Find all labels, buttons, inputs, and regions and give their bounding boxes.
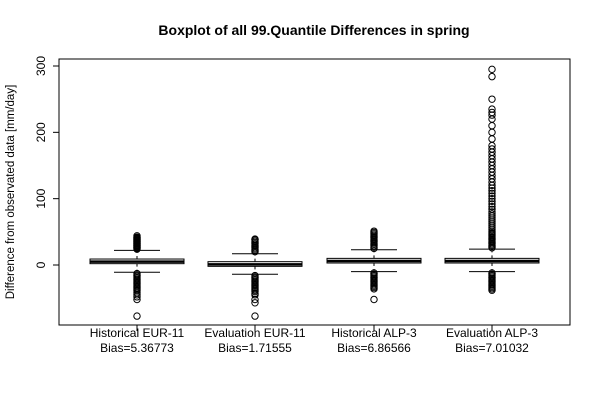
box-group [89,232,185,320]
y-tick-label: 300 [34,56,48,76]
y-tick-label: 200 [34,122,48,142]
outlier-point [370,285,378,293]
outlier-point [488,65,496,74]
outlier-point [133,291,141,299]
outlier-point [370,227,378,235]
outlier-point [251,291,259,299]
x-tick-label: Historical EUR-11 [90,326,185,340]
outlier-point [133,293,141,301]
outlier-point [488,95,496,103]
box-group [444,65,540,294]
chart-title: Boxplot of all 99.Quantile Differences i… [158,22,469,38]
outlier-point [488,210,496,218]
x-tick-label: Evaluation EUR-11 [204,326,305,340]
outlier-point [488,108,496,117]
outlier-point [488,192,496,200]
outlier-point [251,287,259,296]
outlier-point [488,197,496,206]
outlier-point [488,205,496,213]
outlier-point [488,194,496,203]
outlier-point [488,105,496,113]
outlier-point [488,286,496,294]
outlier-point [133,312,141,320]
outlier-point [370,295,378,304]
box-group [207,235,303,320]
x-bias-label: Bias=5.36773 [100,341,174,355]
outlier-point [488,202,496,211]
outlier-point [488,200,496,208]
outlier-point [133,295,141,304]
outlier-point [488,72,496,81]
outlier-point [251,312,259,320]
outlier-point [251,235,259,243]
outlier-point [251,295,259,304]
outlier-point [251,299,259,307]
outlier-point [488,122,496,130]
outlier-point [488,128,496,137]
y-axis-label: Difference from observated data [mm/day] [5,85,17,300]
x-bias-label: Bias=6.86566 [337,341,411,355]
x-tick-label: Historical ALP-3 [331,326,417,340]
outlier-point [488,189,496,198]
x-bias-label: Bias=1.71555 [218,341,292,355]
outlier-point [488,135,496,143]
y-tick-label: 100 [34,188,48,208]
outlier-point [133,232,141,240]
outlier-point [488,208,496,216]
box-group [326,227,422,304]
y-tick-label: 0 [34,261,48,268]
boxes [89,65,540,320]
x-tick-label: Evaluation ALP-3 [446,326,538,340]
outlier-point [488,187,496,195]
y-axis-ticks: 0 100 200 300 [34,56,59,268]
x-bias-label: Bias=7.01032 [455,341,529,355]
outlier-point [488,145,496,153]
